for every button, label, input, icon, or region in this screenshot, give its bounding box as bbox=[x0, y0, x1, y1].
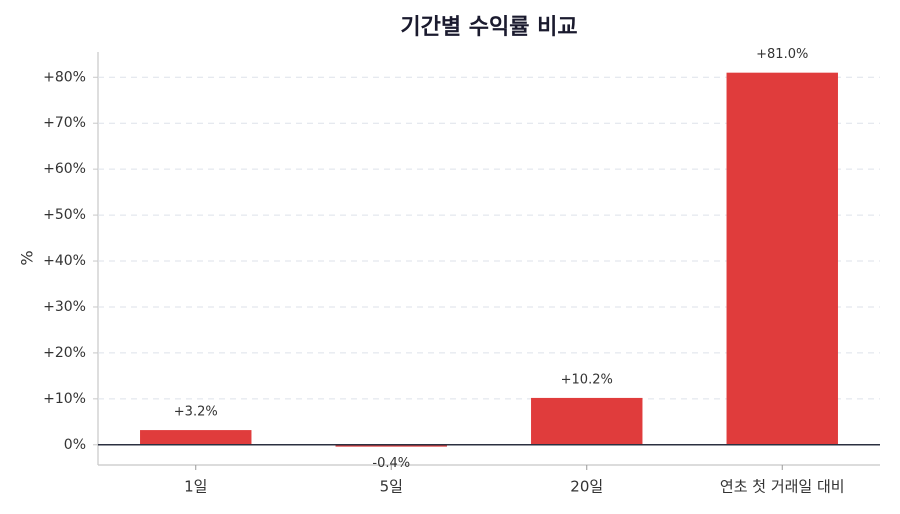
y-tick-label: +40% bbox=[43, 253, 86, 269]
y-tick-label: +10% bbox=[43, 391, 86, 407]
y-tick-label: +60% bbox=[43, 161, 86, 177]
value-label: -0.4% bbox=[372, 456, 410, 471]
y-tick-label: +30% bbox=[43, 299, 86, 315]
x-tick-label: 1일 bbox=[184, 478, 207, 496]
y-tick-label: +50% bbox=[43, 207, 86, 223]
value-label: +10.2% bbox=[561, 372, 613, 387]
bar bbox=[335, 444, 447, 447]
x-tick-label: 20일 bbox=[570, 478, 603, 496]
y-tick-label: +80% bbox=[43, 69, 86, 85]
y-axis-label: % bbox=[18, 250, 37, 265]
bar bbox=[531, 397, 643, 445]
bar bbox=[726, 72, 838, 445]
chart-title: 기간별 수익률 비교 bbox=[400, 15, 577, 40]
x-tick-label: 5일 bbox=[380, 478, 403, 496]
x-tick-label: 연초 첫 거래일 대비 bbox=[720, 478, 845, 496]
y-tick-label: 0% bbox=[64, 437, 86, 453]
y-tick-label: +20% bbox=[43, 345, 86, 361]
y-tick-label: +70% bbox=[43, 115, 86, 131]
value-label: +81.0% bbox=[756, 47, 808, 62]
bar bbox=[140, 430, 252, 445]
value-label: +3.2% bbox=[174, 405, 218, 420]
